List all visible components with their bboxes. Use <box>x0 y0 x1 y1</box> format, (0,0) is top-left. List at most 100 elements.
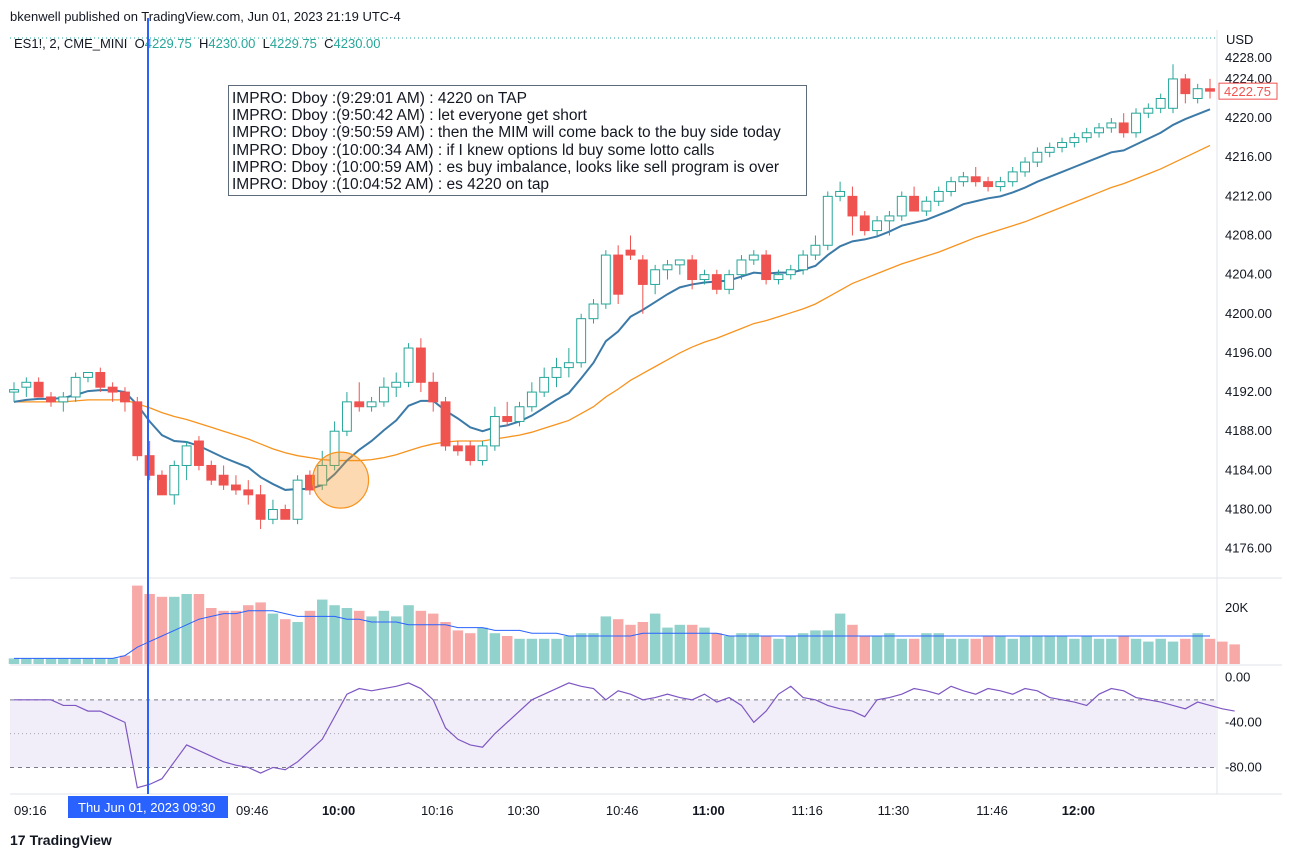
candle-body <box>391 381 402 388</box>
volume-bar <box>1167 641 1179 664</box>
price-tick-label: 4188.00 <box>1225 423 1272 438</box>
volume-bar <box>452 630 464 664</box>
high-value: 4230.00 <box>208 36 256 51</box>
volume-bar <box>785 636 797 664</box>
candle-body <box>699 274 710 281</box>
candle-body <box>859 215 870 232</box>
candle-body <box>403 347 414 383</box>
volume-bar <box>329 605 340 664</box>
time-tick-label: 12:00 <box>1062 803 1095 818</box>
crosshair-time-label: Thu Jun 01, 2023 09:30 <box>78 800 215 815</box>
candle-body <box>822 195 833 246</box>
close-label: C <box>324 36 334 51</box>
price-tick-label: 4228.00 <box>1225 50 1272 65</box>
volume-bar <box>600 616 612 664</box>
price-tick-label: 4224.00 <box>1225 71 1272 86</box>
tradingview-brand: TradingView <box>29 832 112 848</box>
candle-body <box>280 509 291 520</box>
volume-bar <box>1032 636 1043 664</box>
price-tick-label: 4208.00 <box>1225 228 1272 243</box>
volume-bar <box>612 619 624 664</box>
volume-bar <box>662 627 673 664</box>
volume-bar <box>834 613 846 664</box>
volume-bar <box>637 622 649 664</box>
candle-body <box>1180 78 1191 95</box>
candle-body <box>157 474 167 496</box>
candle-body <box>896 195 907 217</box>
candle-body <box>748 254 759 261</box>
volume-bar <box>773 638 784 664</box>
rsi-pane <box>10 682 1235 789</box>
volume-bar <box>1155 638 1166 664</box>
time-tick-label: 11:00 <box>692 803 725 818</box>
volume-bar <box>255 602 266 664</box>
volume-pane <box>8 585 1240 664</box>
high-label: H <box>199 36 209 51</box>
candle-body <box>785 269 796 276</box>
volume-bar <box>366 616 377 664</box>
rsi-tick-label: -40.00 <box>1225 714 1262 729</box>
symbol-label[interactable]: ES1!, 2, CME_MINI <box>14 36 128 51</box>
volume-bar <box>33 658 44 664</box>
volume-bar <box>427 613 439 664</box>
volume-bar <box>871 636 883 664</box>
volume-bar <box>526 638 538 664</box>
candle-body <box>798 254 809 271</box>
volume-bar <box>230 610 242 664</box>
candle-body <box>415 347 426 383</box>
price-tick-label: 4180.00 <box>1225 502 1272 517</box>
volume-bar <box>8 658 20 664</box>
volume-bar <box>501 636 513 664</box>
volume-bar <box>1093 638 1105 664</box>
volume-bar <box>464 633 476 664</box>
candle-body <box>810 244 821 256</box>
volume-bar <box>736 633 747 664</box>
candle-body <box>970 176 981 183</box>
volume-bar <box>477 627 488 664</box>
candle-body <box>46 396 56 403</box>
volume-bar <box>588 633 599 664</box>
candle-body <box>625 249 636 256</box>
volume-bar <box>489 633 501 664</box>
candle-body <box>921 200 932 212</box>
volume-bar <box>896 638 907 664</box>
volume-bar <box>1229 644 1240 664</box>
candle-body <box>95 372 106 388</box>
volume-bar <box>822 630 834 664</box>
candle-body <box>1205 88 1215 92</box>
volume-bar <box>1204 638 1216 664</box>
volume-bar <box>267 613 279 664</box>
volume-bar <box>674 624 686 664</box>
time-tick-label: 11:46 <box>976 803 1008 818</box>
volume-bar <box>958 638 969 664</box>
chat-annotation-box[interactable]: IMPRO: Dboy :(9:29:01 AM) : 4220 on TAP … <box>228 85 807 197</box>
candle-body <box>847 195 858 217</box>
tradingview-footer[interactable]: 17 TradingView <box>10 832 112 848</box>
volume-bar <box>575 633 587 664</box>
volume-bar <box>95 658 106 664</box>
volume-bar <box>884 633 895 664</box>
candle-body <box>650 269 661 285</box>
candle-body <box>70 376 81 398</box>
close-value: 4230.00 <box>333 36 381 51</box>
candle-body <box>563 362 574 369</box>
volume-bar <box>995 636 1006 664</box>
currency-label[interactable]: USD <box>1226 32 1254 47</box>
price-tick-label: 4220.00 <box>1225 110 1272 125</box>
candle-body <box>120 391 130 403</box>
time-tick-label: 10:00 <box>322 803 355 818</box>
candle-body <box>144 455 155 476</box>
candle-body <box>194 440 204 466</box>
candle-body <box>452 445 463 452</box>
price-pane <box>9 64 1215 530</box>
candle-body <box>267 509 278 520</box>
volume-bar <box>341 608 353 664</box>
volume-bar <box>538 638 550 664</box>
crosshair-time-badge <box>68 796 228 818</box>
annotation-line: IMPRO: Dboy :(9:50:59 AM) : then the MIM… <box>232 124 781 142</box>
candle-body <box>317 464 328 486</box>
candle-body <box>946 181 957 192</box>
candle-body <box>637 259 648 285</box>
candle-body <box>1007 171 1018 183</box>
